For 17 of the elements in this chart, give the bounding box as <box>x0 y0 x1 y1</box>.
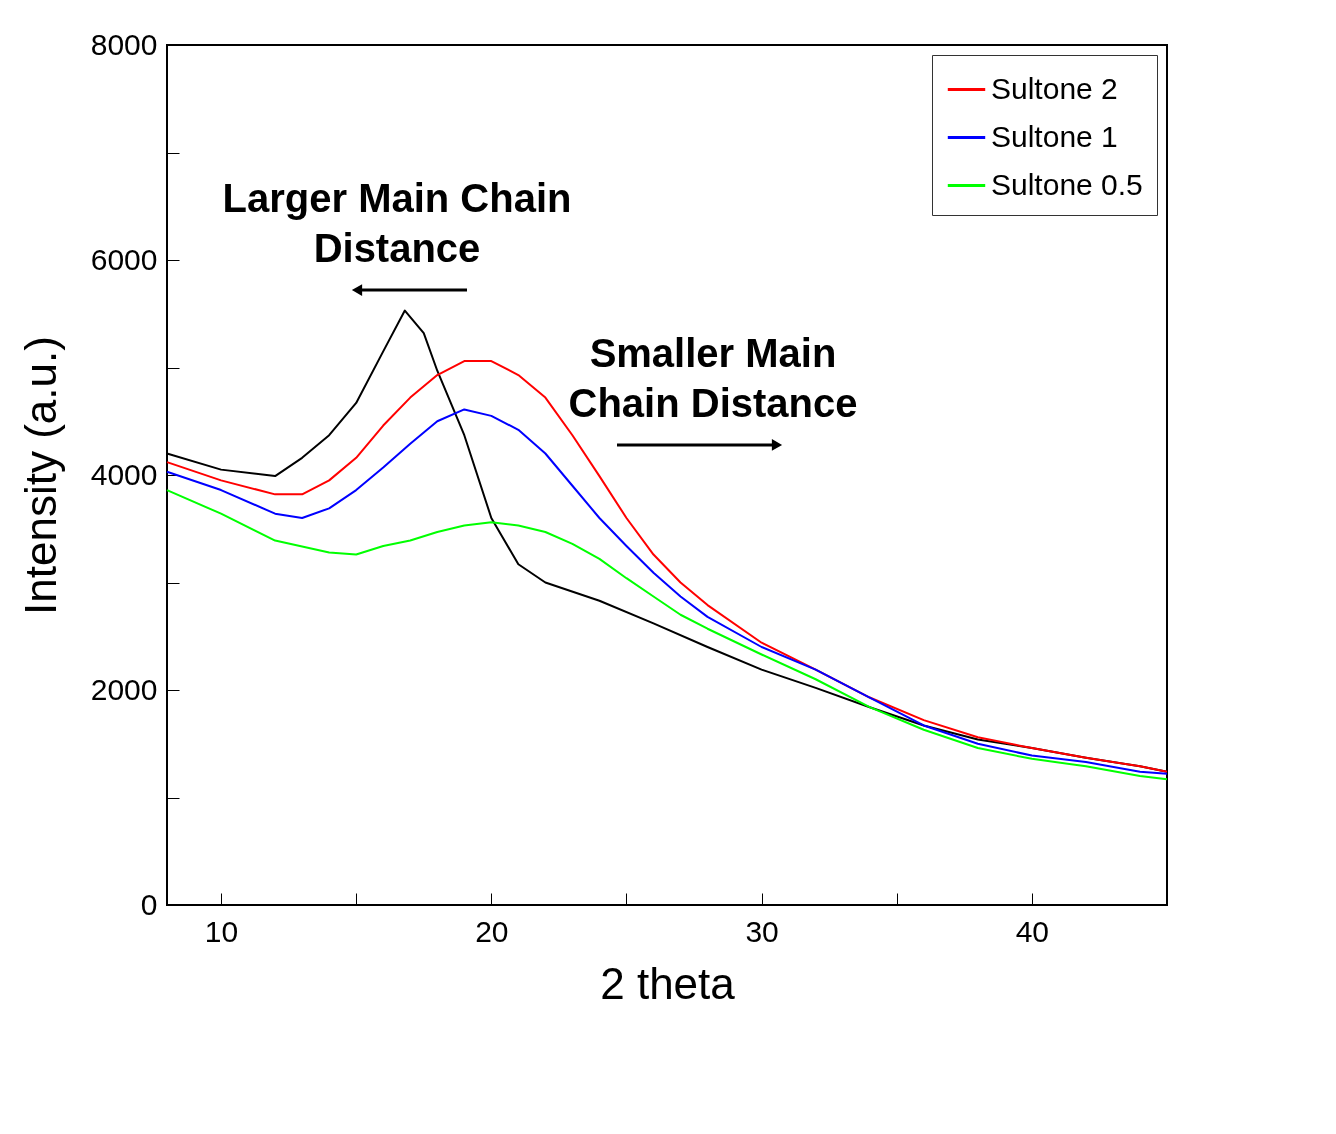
y-tick-label: 4000 <box>90 457 158 491</box>
x-tick-label: 20 <box>475 914 509 948</box>
legend-label: Sultone 1 <box>991 119 1118 153</box>
y-axis-title: Intensity (a.u.) <box>15 336 65 615</box>
line-series <box>166 489 1168 781</box>
annotation: Smaller Main Chain Distance <box>568 330 858 425</box>
x-tick-label: 40 <box>1015 914 1050 948</box>
y-tick-label: 8000 <box>90 27 158 61</box>
y-tick-label: 2000 <box>90 672 158 706</box>
x-axis-title: 2 theta <box>600 958 736 1008</box>
x-tick-label: 10 <box>204 914 239 948</box>
legend-label: Sultone 2 <box>991 71 1118 105</box>
y-tick-label: 0 <box>140 887 158 921</box>
annotation: Larger Main Chain Distance <box>222 175 572 270</box>
legend-label: Sultone 0.5 <box>991 167 1143 201</box>
y-tick-label: 6000 <box>90 242 158 276</box>
x-tick-label: 30 <box>745 914 779 948</box>
